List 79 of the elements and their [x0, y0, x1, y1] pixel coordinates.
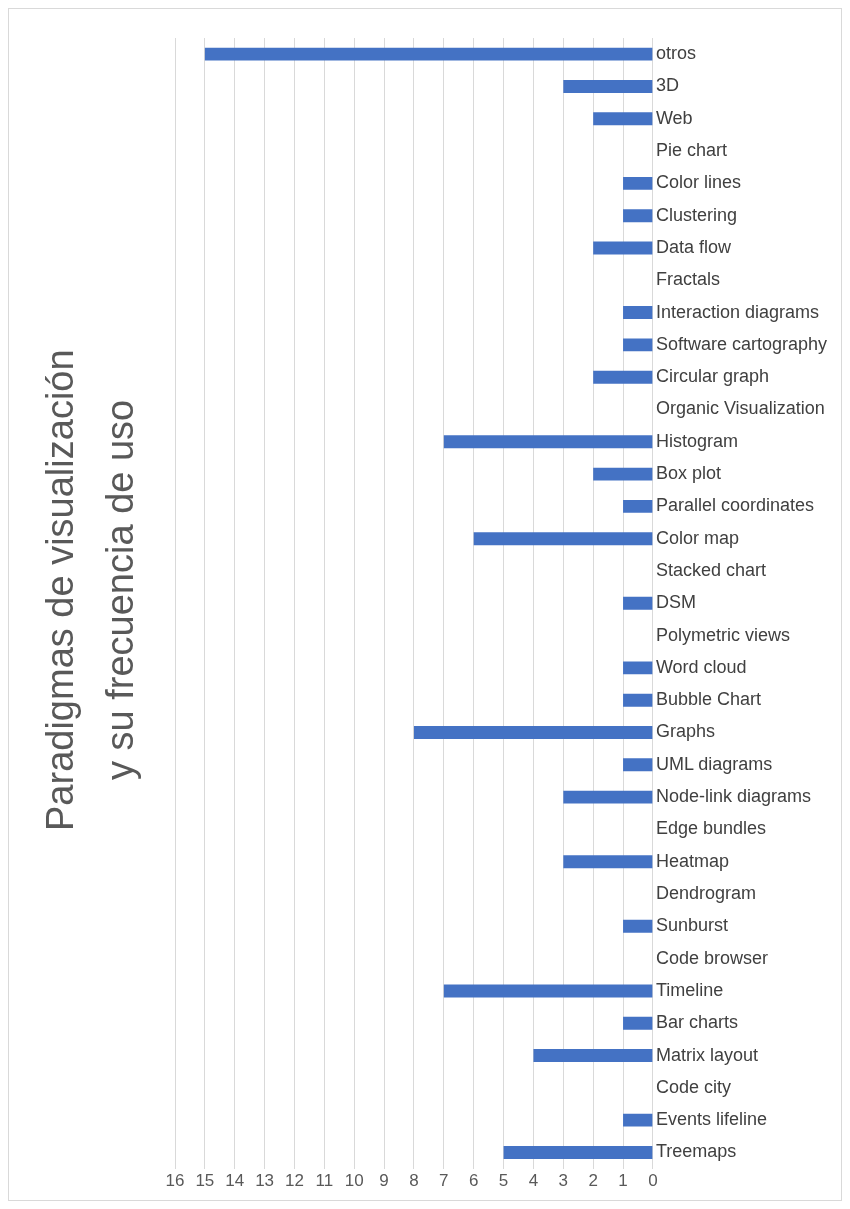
y-tick-label: Graphs	[655, 721, 715, 742]
bar	[204, 47, 653, 61]
y-tick-label: Treemaps	[655, 1141, 737, 1162]
x-tick-label: 16	[165, 1171, 185, 1191]
x-tick-label: 11	[315, 1171, 334, 1191]
y-tick-label: otros	[655, 43, 696, 64]
x-tick-label: 6	[468, 1171, 479, 1191]
bar	[623, 1016, 653, 1030]
y-tick-label: Heatmap	[655, 850, 729, 871]
y-tick-label: Color map	[655, 527, 739, 548]
y-tick-label: Dendrogram	[655, 882, 756, 903]
bar	[593, 370, 653, 384]
bar	[563, 855, 653, 869]
x-tick-label: 13	[255, 1171, 275, 1191]
bar	[563, 79, 653, 93]
y-tick-label: Stacked chart	[655, 559, 766, 580]
y-tick-label: Organic Visualization	[655, 398, 825, 419]
bar	[503, 1145, 653, 1159]
bar	[623, 596, 653, 610]
y-tick-label: Polymetric views	[655, 624, 790, 645]
bar	[473, 532, 653, 546]
x-tick-label: 4	[528, 1171, 539, 1191]
y-tick-label: Code browser	[655, 947, 768, 968]
bar	[443, 435, 653, 449]
y-tick-label: Histogram	[655, 430, 738, 451]
bar	[623, 758, 653, 772]
bar	[593, 241, 653, 255]
y-tick-label: Color lines	[655, 172, 741, 193]
y-tick-label: Pie chart	[655, 140, 727, 161]
x-tick-label: 7	[439, 1171, 449, 1191]
x-tick-label: 9	[379, 1171, 389, 1191]
bar	[623, 306, 653, 320]
x-tick-label: 1	[618, 1171, 628, 1191]
bar	[413, 726, 653, 739]
bar	[593, 467, 653, 481]
x-tick-label: 8	[409, 1171, 419, 1191]
x-tick-label: 10	[344, 1171, 364, 1191]
text: Paradigmas de visualización y su frecuencia de uso	[38, 348, 142, 833]
bar	[623, 1113, 653, 1127]
y-tick-label: Matrix layout	[655, 1044, 758, 1065]
x-tick-label: 2	[588, 1171, 598, 1191]
bar	[623, 919, 653, 933]
y-tick-label: Clustering	[655, 204, 737, 225]
y-tick-label: Circular graph	[655, 366, 769, 387]
y-tick-label: DSM	[655, 592, 696, 613]
x-tick-label: 14	[225, 1171, 245, 1191]
y-tick-label: Web	[655, 107, 693, 128]
bar	[623, 499, 653, 513]
y-tick-label: Sunburst	[655, 915, 728, 936]
y-tick-label: Data flow	[655, 236, 732, 257]
y-tick-label: Parallel coordinates	[655, 495, 815, 516]
y-tick-label: 3D	[655, 75, 679, 96]
y-tick-label: Bubble Chart	[655, 689, 761, 710]
x-tick-label: 15	[195, 1171, 215, 1191]
y-tick-label: Word cloud	[655, 656, 747, 677]
bar	[593, 112, 653, 126]
y-tick-label: Node-link diagrams	[655, 786, 811, 807]
bar	[443, 984, 653, 998]
y-tick-label: Timeline	[655, 979, 724, 1000]
bar	[623, 209, 653, 223]
bar	[623, 661, 653, 675]
x-tick-label: 3	[558, 1171, 569, 1191]
y-tick-label: Software cartography	[655, 333, 828, 354]
x-tick-label: 12	[285, 1171, 304, 1191]
y-tick-label: Box plot	[655, 463, 721, 484]
bar	[623, 176, 653, 190]
y-tick-label: Edge bundles	[655, 818, 767, 839]
bar	[623, 693, 653, 707]
x-tick-label: 5	[498, 1171, 509, 1191]
bar	[563, 790, 653, 804]
y-tick-label: Interaction diagrams	[655, 301, 820, 322]
x-tick-label: 0	[648, 1171, 658, 1191]
bar	[623, 338, 653, 352]
y-tick-label: Fractals	[655, 269, 720, 290]
y-tick-label: Bar charts	[655, 1012, 738, 1033]
y-tick-label: Code city	[655, 1076, 731, 1097]
bar	[533, 1049, 653, 1062]
y-tick-label: UML diagrams	[655, 753, 773, 774]
y-tick-label: Events lifeline	[655, 1109, 767, 1130]
